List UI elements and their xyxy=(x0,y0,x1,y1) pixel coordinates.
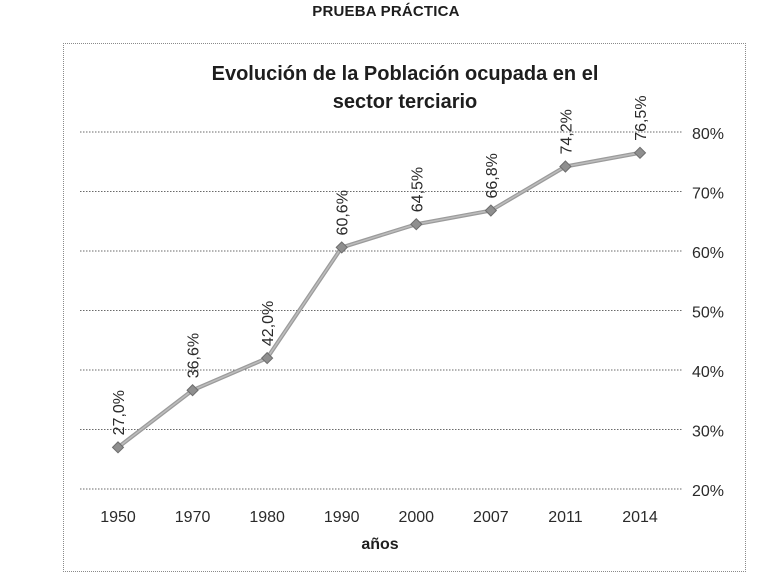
x-tick-label-2007: 2007 xyxy=(473,509,509,526)
data-point-1950 xyxy=(111,441,125,454)
data-label-1970: 36,6% xyxy=(186,333,203,378)
chart-frame xyxy=(63,43,746,572)
data-label-2011: 74,2% xyxy=(558,109,575,154)
y-tick-label: 40% xyxy=(692,364,724,381)
x-axis-label: años xyxy=(361,536,398,553)
x-tick-label-1980: 1980 xyxy=(249,509,285,526)
page-header: PRUEBA PRÁCTICA xyxy=(312,3,460,20)
y-tick-label: 70% xyxy=(692,186,724,203)
y-tick-label: 30% xyxy=(692,424,724,441)
data-label-2007: 66,8% xyxy=(484,153,501,198)
x-tick-label-2014: 2014 xyxy=(622,509,658,526)
data-label-1980: 42,0% xyxy=(260,301,277,346)
data-label-1950: 27,0% xyxy=(111,390,128,435)
data-point-2014 xyxy=(633,146,647,160)
data-label-2014: 76,5% xyxy=(633,95,650,140)
chart-title-line-2: sector terciario xyxy=(333,91,478,113)
x-tick-label-2000: 2000 xyxy=(398,509,434,526)
data-label-2000: 64,5% xyxy=(409,167,426,212)
x-tick-label-2011: 2011 xyxy=(548,509,583,526)
data-point-1970 xyxy=(186,384,199,397)
y-tick-label: 50% xyxy=(692,305,724,322)
data-label-1990: 60,6% xyxy=(335,190,352,235)
series-line-highlight xyxy=(117,152,641,448)
data-point-1980 xyxy=(260,351,274,365)
data-point-2000 xyxy=(410,218,423,231)
chart-title-line-1: Evolución de la Población ocupada en el xyxy=(212,63,599,85)
data-point-2011 xyxy=(559,160,572,173)
y-tick-label: 80% xyxy=(692,126,724,143)
x-tick-label-1990: 1990 xyxy=(324,509,360,526)
x-tick-label-1950: 1950 xyxy=(100,509,136,526)
data-point-2007 xyxy=(484,204,498,217)
y-tick-label: 60% xyxy=(692,245,724,262)
x-tick-label-1970: 1970 xyxy=(175,509,211,526)
series-line xyxy=(116,150,641,449)
data-point-1990 xyxy=(335,241,348,254)
y-tick-label: 20% xyxy=(692,483,724,500)
